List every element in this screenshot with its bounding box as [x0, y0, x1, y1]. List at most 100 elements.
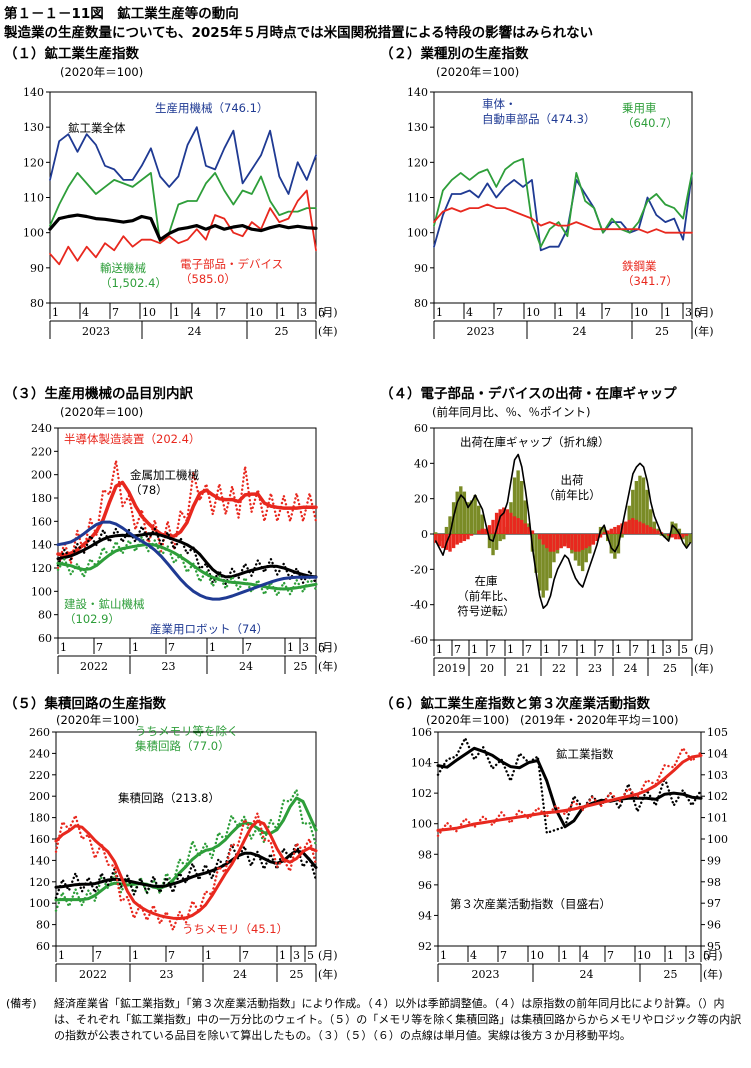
x-tick-label: 1: [58, 949, 65, 962]
x-tick-label: 1: [132, 949, 139, 962]
y2-tick-label: 96: [707, 919, 721, 932]
series-line-うちメモリ: [54, 819, 318, 920]
x-tick-label: 1: [440, 949, 447, 962]
series-line-うちメモリ: [54, 812, 318, 932]
shipment-bar: [666, 534, 671, 536]
notes-text: 経済産業省「鉱工業指数」「第３次産業活動指数」により作成。（４）以外は季節調整値…: [54, 997, 742, 1042]
inventory-bar: [523, 500, 527, 534]
x-tick-label: 7: [168, 641, 175, 654]
year-label: 24: [239, 660, 253, 673]
shipment-bar: [523, 523, 527, 534]
x-tick-label: 1: [287, 641, 294, 654]
y-tick-label: 92: [418, 940, 432, 953]
inventory-bar: [634, 481, 639, 534]
x-tick-label: 4: [582, 949, 589, 962]
inventory-bar: [455, 491, 459, 534]
shipment-bar: [477, 530, 481, 534]
x-tick-label: 1: [471, 643, 478, 656]
x-unit-label: (月): [694, 306, 714, 319]
shipment-bar: [606, 530, 610, 534]
y-tick-label: 80: [38, 609, 52, 622]
y-tick-label: 200: [31, 469, 52, 482]
y-tick-label: 94: [418, 909, 432, 922]
series-line-うちメモリ等を除く集積回路: [54, 796, 318, 902]
shipment-bar: [580, 534, 585, 550]
inventory-bar: [502, 534, 506, 540]
x-tick-label: 3: [688, 949, 695, 962]
shipment-bar: [631, 518, 635, 534]
year-label: 23: [588, 662, 602, 675]
x-tick-label: 10: [634, 306, 648, 319]
year-unit-label: (年): [703, 967, 723, 981]
year-label: 23: [162, 660, 176, 673]
x-tick-label: 7: [607, 949, 614, 962]
inventory-bar: [534, 534, 538, 573]
shipment-bar: [520, 519, 524, 534]
shipment-bar: [555, 534, 560, 550]
year-label: 23: [160, 968, 174, 981]
x-tick-label: 4: [82, 306, 89, 319]
shipment-bar: [455, 534, 459, 545]
y-tick-label: 180: [29, 812, 50, 825]
x-tick-label: 5: [694, 306, 701, 319]
shipment-bar: [616, 525, 621, 534]
shipment-bar: [559, 534, 563, 549]
year-label: 24: [624, 662, 638, 675]
shipment-bar: [502, 507, 506, 534]
panel-2: （２）業種別の生産指数 (2020年＝100) 80 90 100 110 120 130…: [376, 40, 751, 350]
y2-tick-label: 99: [707, 854, 721, 867]
x-tick-label: 10: [526, 306, 540, 319]
series-line-生産用機械: [49, 126, 317, 195]
shipment-bar: [451, 534, 456, 549]
series-label-電子部品・デバイス: 電子部品・デバイス（585.0）: [180, 257, 283, 286]
shipment-bar: [466, 534, 470, 540]
series-label-乗用車: 乗用車（640.7）: [622, 101, 678, 130]
y-tick-label: 120: [31, 562, 52, 575]
x-tick-label: 1: [650, 643, 657, 656]
series-label-うちメモリ等を除く集積回路: うちメモリ等を除く集積回路（77.0）: [135, 724, 239, 753]
x-tick-label: 7: [496, 306, 503, 319]
shipment-bar: [674, 534, 678, 540]
shipment-bar: [480, 528, 484, 534]
x-tick-label: 1: [132, 641, 139, 654]
shipment-bar: [494, 512, 499, 534]
y-tick-label: 98: [418, 848, 432, 861]
x-tick-label: 3: [685, 306, 692, 319]
inventory-bar: [487, 534, 492, 549]
unit-note: (2020年＝100): [426, 713, 510, 727]
panel-1: （１）鉱工業生産指数 (2020年＝100) 80 90 100 110 120 130 1…: [0, 40, 376, 350]
x-tick-label: 1: [436, 306, 443, 319]
inventory-bar: [649, 509, 653, 534]
unit-note: (前年同月比、％、％ポイント): [432, 405, 591, 419]
x-tick-label: 7: [604, 306, 611, 319]
shipment-bar: [602, 532, 606, 534]
y-tick-label: 90: [414, 262, 428, 275]
x-tick-label: 4: [194, 306, 201, 319]
y2-tick-label: 100: [707, 833, 728, 846]
year-unit-label: (年): [694, 324, 714, 338]
annotation-gap: 出荷在庫ギャップ（折れ線）: [460, 435, 610, 449]
x-tick-label: 3: [665, 643, 672, 656]
y-tick-label: -40: [410, 599, 428, 612]
x-tick-label: 7: [96, 641, 103, 654]
year-label: 25: [655, 325, 669, 338]
x-tick-label: 7: [219, 306, 226, 319]
inventory-bar: [444, 526, 449, 534]
y-tick-label: 140: [29, 854, 50, 867]
series-line-鉄鋼業: [433, 203, 693, 234]
year-label: 2023: [472, 968, 500, 981]
y-tick-label: 102: [411, 787, 432, 800]
inventory-bar: [652, 521, 656, 534]
series-line-産業用ロボット: [56, 520, 318, 601]
shipment-bar: [577, 534, 581, 552]
shipment-bar: [623, 521, 628, 534]
shipment-bar: [566, 534, 570, 549]
x-tick-label: 4: [466, 306, 473, 319]
year-unit-label: (年): [318, 967, 338, 981]
shipment-bar: [548, 534, 553, 552]
x-tick-label: 1: [667, 949, 674, 962]
shipment-bar: [684, 534, 689, 536]
shipment-bar: [677, 534, 682, 540]
shipment-bar: [516, 518, 520, 534]
inventory-bar: [541, 534, 545, 598]
